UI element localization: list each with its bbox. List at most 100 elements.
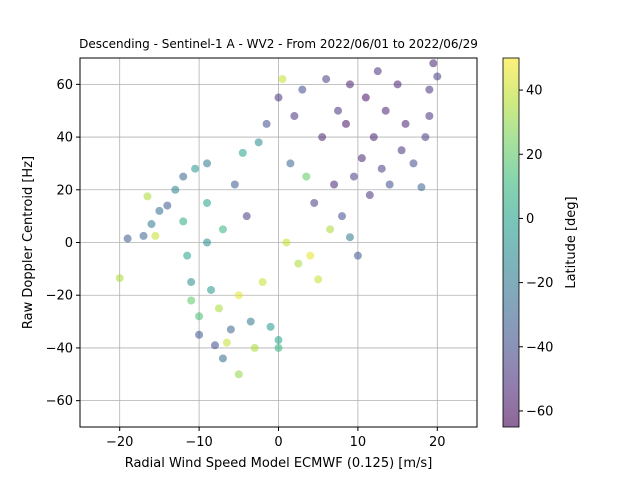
data-point: [123, 234, 132, 243]
data-point: [234, 291, 243, 300]
data-point: [230, 180, 239, 189]
data-point: [397, 146, 406, 155]
data-point: [334, 106, 343, 115]
x-tick-label: −20: [106, 435, 133, 450]
data-point: [179, 217, 188, 226]
data-point: [314, 275, 323, 284]
data-point: [373, 67, 382, 76]
data-point: [207, 285, 216, 294]
data-point: [115, 274, 124, 283]
data-point: [326, 225, 335, 234]
data-point: [417, 183, 426, 192]
colorbar-tick-label: −60: [526, 404, 553, 419]
data-point: [203, 238, 212, 247]
colorbar: [502, 57, 520, 428]
colorbar-ticks: −60 −40 −20 0 20 40: [519, 84, 553, 419]
y-axis-label: Raw Doppler Centroid [Hz]: [21, 156, 36, 329]
data-point: [425, 85, 434, 94]
data-point: [353, 251, 362, 260]
data-point: [222, 338, 231, 347]
data-point: [294, 259, 303, 268]
y-tick-label: −60: [46, 394, 73, 409]
data-point: [306, 251, 315, 260]
x-tick-label: 10: [350, 435, 367, 450]
data-point: [345, 233, 354, 242]
data-point: [191, 164, 200, 173]
data-point: [349, 172, 358, 181]
data-point: [361, 93, 370, 102]
data-point: [282, 238, 291, 247]
data-point: [195, 330, 204, 339]
y-tick-label: −20: [46, 289, 73, 304]
grid: [80, 58, 477, 427]
data-point: [238, 148, 247, 157]
data-point: [338, 212, 347, 221]
data-point: [151, 231, 160, 240]
data-point: [429, 59, 438, 68]
y-tick-label: 40: [56, 131, 73, 146]
data-point: [155, 206, 164, 215]
data-point: [385, 180, 394, 189]
data-point: [318, 133, 327, 142]
data-point: [357, 154, 366, 163]
data-point: [254, 138, 263, 147]
data-point: [377, 164, 386, 173]
x-tick-label: 20: [429, 435, 446, 450]
x-axis-ticks: −20 −10 0 10 20: [106, 427, 446, 450]
data-point: [171, 185, 180, 194]
data-point: [278, 75, 287, 84]
data-point: [266, 322, 275, 331]
data-point: [290, 111, 299, 120]
data-point: [187, 278, 196, 287]
data-point: [365, 191, 374, 200]
data-point: [203, 198, 212, 207]
data-point: [286, 159, 295, 168]
data-point: [401, 119, 410, 128]
data-point: [139, 231, 148, 240]
colorbar-tick-label: −20: [526, 276, 553, 291]
data-point: [183, 251, 192, 260]
data-point: [242, 212, 251, 221]
data-point: [393, 80, 402, 89]
data-point: [310, 198, 319, 207]
data-point: [258, 278, 267, 287]
data-point: [425, 111, 434, 120]
data-point: [218, 225, 227, 234]
data-point: [274, 336, 283, 345]
y-axis-ticks: −60 −40 −20 0 20 40 60: [46, 78, 80, 409]
data-point: [234, 370, 243, 379]
data-point: [147, 220, 156, 229]
x-tick-label: −10: [185, 435, 212, 450]
data-point: [298, 85, 307, 94]
data-point: [302, 172, 311, 181]
data-point: [322, 75, 331, 84]
data-point: [195, 312, 204, 321]
data-point: [341, 119, 350, 128]
data-point: [226, 325, 235, 334]
x-axis-label: Radial Wind Speed Model ECMWF (0.125) [m…: [125, 456, 433, 471]
colorbar-tick-label: 20: [526, 148, 543, 163]
data-point: [369, 133, 378, 142]
y-tick-label: 60: [56, 78, 73, 93]
data-point: [214, 304, 223, 313]
data-point: [210, 341, 219, 350]
colorbar-tick-label: 40: [526, 84, 543, 99]
scatter-points: [115, 59, 442, 379]
data-point: [218, 354, 227, 363]
data-point: [433, 72, 442, 81]
data-point: [274, 93, 283, 102]
data-point: [187, 296, 196, 305]
data-point: [409, 159, 418, 168]
colorbar-tick-label: −40: [526, 340, 553, 355]
y-tick-label: −40: [46, 341, 73, 356]
y-tick-label: 20: [56, 183, 73, 198]
data-point: [143, 192, 152, 201]
data-point: [345, 80, 354, 89]
data-point: [262, 119, 271, 128]
colorbar-label: Latitude [deg]: [564, 196, 579, 288]
data-point: [203, 159, 212, 168]
chart-title: Descending - Sentinel-1 A - WV2 - From 2…: [79, 37, 478, 51]
data-point: [381, 106, 390, 115]
y-tick-label: 0: [65, 236, 73, 251]
